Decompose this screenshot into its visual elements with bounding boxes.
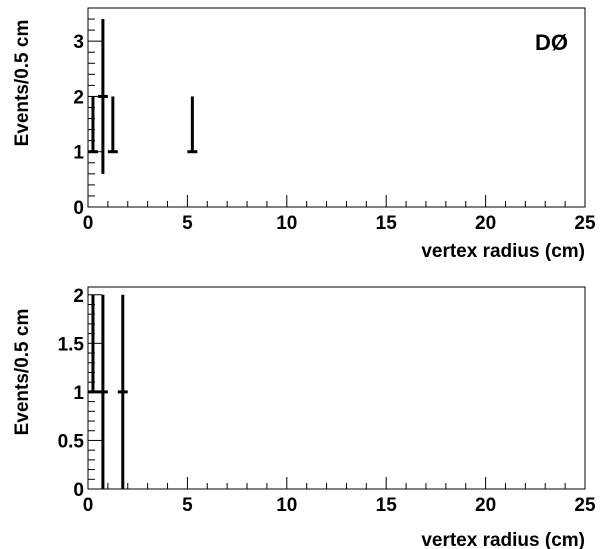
y-tick-label: 0 <box>73 198 84 219</box>
x-tick-label: 0 <box>83 213 94 234</box>
y-tick-label: 1 <box>73 143 84 164</box>
x-axis-title: vertex radius (cm) <box>421 241 585 262</box>
experiment-label: DØ <box>535 30 568 55</box>
data-point <box>97 294 108 489</box>
y-tick-label: 0.5 <box>58 431 85 452</box>
data-point <box>117 294 128 489</box>
chart-panel-2: 0 5 10 15 20 25 0 0.5 1 1.5 2 vertex radius (cm) Eve… <box>12 286 596 549</box>
data-point <box>187 96 198 154</box>
plot-frame <box>87 286 586 490</box>
x-tick-label: 25 <box>574 495 596 516</box>
x-tick-label: 15 <box>376 495 398 516</box>
y-axis-title: Events/0.5 cm <box>12 20 33 147</box>
x-tick-label: 10 <box>276 213 297 234</box>
y-tick-label: 1 <box>73 383 84 404</box>
y-tick-label: 1.5 <box>58 334 85 355</box>
y-axis-title: Events/0.5 cm <box>12 309 33 436</box>
chart-panel-1: 0 5 10 15 20 25 0 1 2 3 vertex radius (cm) Events/0… <box>12 7 596 262</box>
y-tick-label: 0 <box>73 480 84 501</box>
y-tick-label: 3 <box>73 32 84 53</box>
data-point <box>88 294 98 394</box>
data-point <box>107 96 118 154</box>
x-tick-label: 5 <box>182 213 193 234</box>
x-tick-label: 25 <box>574 213 596 234</box>
x-tick-label: 0 <box>83 495 94 516</box>
x-tick-label: 20 <box>475 213 496 234</box>
data-point <box>97 19 108 174</box>
x-tick-label: 15 <box>376 213 398 234</box>
y-tick-label: 2 <box>73 286 84 307</box>
plot-frame <box>87 7 586 208</box>
x-tick-label: 10 <box>276 495 297 516</box>
x-tick-label: 5 <box>182 495 193 516</box>
x-tick-label: 20 <box>475 495 496 516</box>
x-axis-title: vertex radius (cm) <box>421 530 585 549</box>
data-point <box>88 96 98 154</box>
y-tick-label: 2 <box>73 87 84 108</box>
